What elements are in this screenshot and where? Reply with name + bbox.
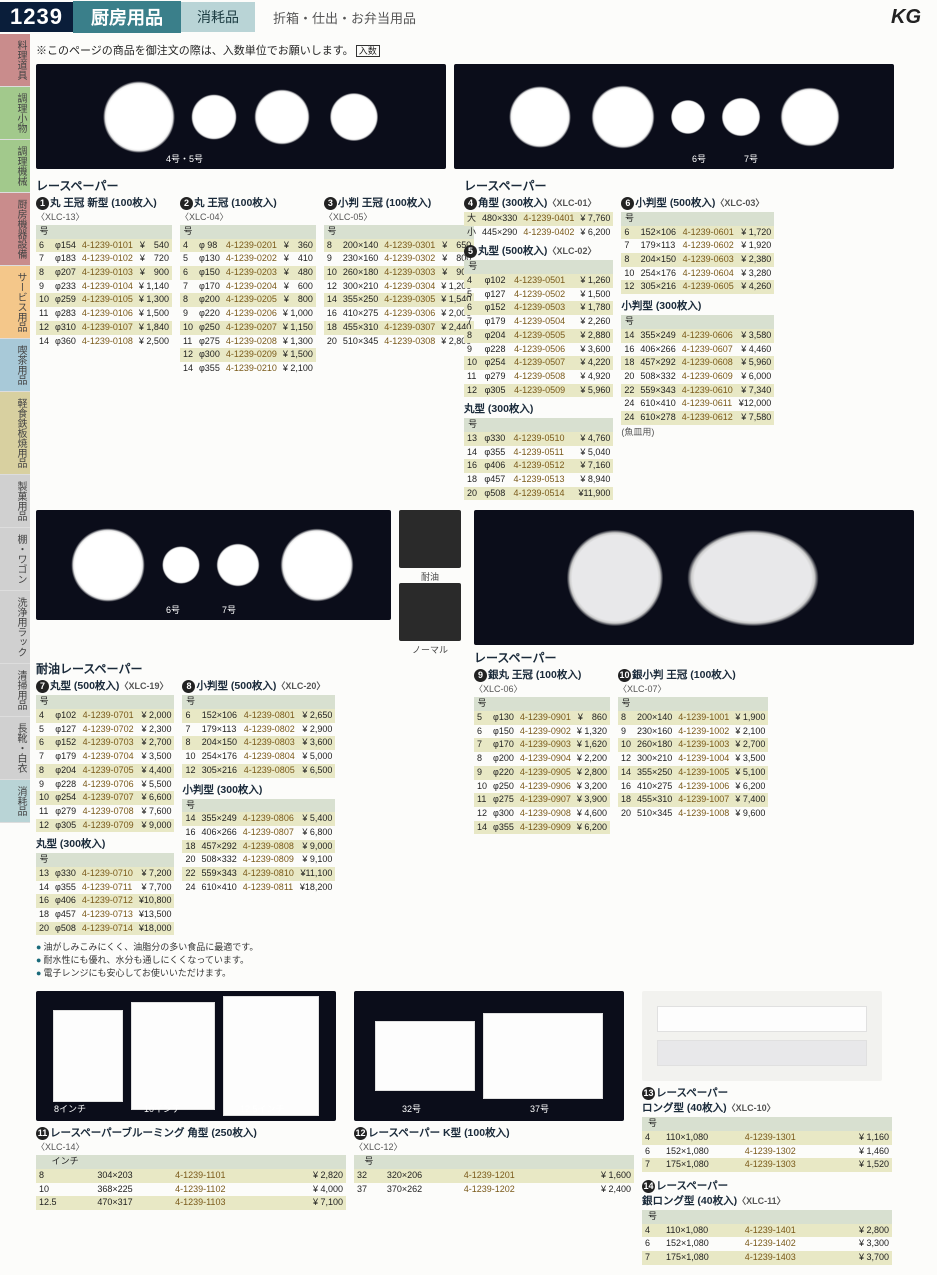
siderail-item: 喫茶用品 bbox=[0, 339, 30, 392]
table-7: 号4φ1024-1239-0701¥ 2,0005φ1274-1239-0702… bbox=[36, 695, 174, 832]
side-rail: 料理道具調理小物調理機械厨房機器設備サービス用品喫茶用品軽食鉄板焼用品製菓用品棚… bbox=[0, 34, 30, 1275]
table-2: 号4φ 984-1239-0201¥ 3605φ1304-1239-0202¥ … bbox=[180, 225, 316, 376]
photo-normal bbox=[399, 583, 461, 641]
table-13: 号4110×1,0804-1239-1301¥ 1,1606152×1,0804… bbox=[642, 1117, 892, 1172]
siderail-item: 調理機械 bbox=[0, 140, 30, 193]
table-5: 号4φ1024-1239-0501¥ 1,2605φ1274-1239-0502… bbox=[464, 260, 613, 397]
product-image-4-6: 6号 7号 bbox=[454, 64, 894, 169]
table-7b: 号13φ3304-1239-0710¥ 7,20014φ3554-1239-07… bbox=[36, 853, 174, 935]
table-3: 号8200×1404-1239-0301¥ 6509230×1604-1239-… bbox=[324, 225, 474, 348]
table-8b: 号14355×2494-1239-0806¥ 5,40016406×2664-1… bbox=[182, 799, 335, 895]
siderail-item: 洗浄用ラック bbox=[0, 591, 30, 664]
product-image-12: 32号 37号 bbox=[354, 991, 624, 1121]
table-8: 号6152×1064-1239-0801¥ 2,6507179×1134-123… bbox=[182, 695, 335, 777]
siderail-item: 消耗品 bbox=[0, 780, 30, 823]
product-image-9-10 bbox=[474, 510, 914, 645]
table-1: 号6φ1544-1239-0101¥ 5407φ1834-1239-0102¥ … bbox=[36, 225, 172, 348]
section-title-taiyu: 耐油レースペーパー bbox=[36, 660, 466, 677]
siderail-item: サービス用品 bbox=[0, 266, 30, 339]
siderail-item: 厨房機器設備 bbox=[0, 193, 30, 266]
table-6b: 号14355×2494-1239-0606¥ 3,58016406×2664-1… bbox=[621, 315, 774, 425]
product-image-13-14 bbox=[642, 991, 882, 1081]
table-9: 号5φ1304-1239-0901¥ 8606φ1504-1239-0902¥ … bbox=[474, 697, 610, 834]
photo-taiyu bbox=[399, 510, 461, 568]
header-subcategory: 消耗品 bbox=[181, 2, 255, 32]
product-image-1-3: 4号・5号 bbox=[36, 64, 446, 169]
table-10: 号8200×1404-1239-1001¥ 1,9009230×1604-123… bbox=[618, 697, 768, 820]
siderail-item: 軽食鉄板焼用品 bbox=[0, 392, 30, 475]
siderail-item: 製菓用品 bbox=[0, 475, 30, 528]
page-header: 1239 厨房用品 消耗品 折箱・仕出・お弁当用品 KG bbox=[0, 0, 937, 34]
siderail-item: 清掃用品 bbox=[0, 664, 30, 717]
siderail-item: 棚・ワゴン bbox=[0, 528, 30, 591]
siderail-item: 調理小物 bbox=[0, 87, 30, 140]
siderail-item: 長靴・白衣 bbox=[0, 717, 30, 780]
page-number: 1239 bbox=[0, 2, 73, 32]
table-6: 号6152×1064-1239-0601¥ 1,7207179×1134-123… bbox=[621, 212, 774, 294]
table-14: 号4110×1,0804-1239-1401¥ 2,8006152×1,0804… bbox=[642, 1210, 892, 1265]
notes: 油がしみこみにくく、油脂分の多い食品に最適です。耐水性にも優れ、水分も通しにくく… bbox=[36, 941, 466, 979]
brand-logo: KG bbox=[891, 6, 937, 29]
product-image-11: 8インチ 10インチ 12.5インチ bbox=[36, 991, 336, 1121]
order-note: ※このページの商品を御注文の際は、入数単位でお願いします。入数 bbox=[36, 42, 929, 58]
table-5b: 号13φ3304-1239-0510¥ 4,76014φ3554-1239-05… bbox=[464, 418, 613, 500]
table-4: 大480×3304-1239-0401¥ 7,760小445×2904-1239… bbox=[464, 212, 613, 239]
header-category: 厨房用品 bbox=[73, 1, 181, 33]
header-breadcrumb: 折箱・仕出・お弁当用品 bbox=[255, 1, 434, 34]
table-11: インチ8304×2034-1239-1101¥ 2,82010368×2254-… bbox=[36, 1155, 346, 1210]
section-title-lace: レースペーパー bbox=[36, 177, 456, 194]
table-12: 号32320×2064-1239-1201¥ 1,60037370×2624-1… bbox=[354, 1155, 634, 1196]
siderail-item: 料理道具 bbox=[0, 34, 30, 87]
product-image-7-8: 6号 7号 bbox=[36, 510, 391, 620]
